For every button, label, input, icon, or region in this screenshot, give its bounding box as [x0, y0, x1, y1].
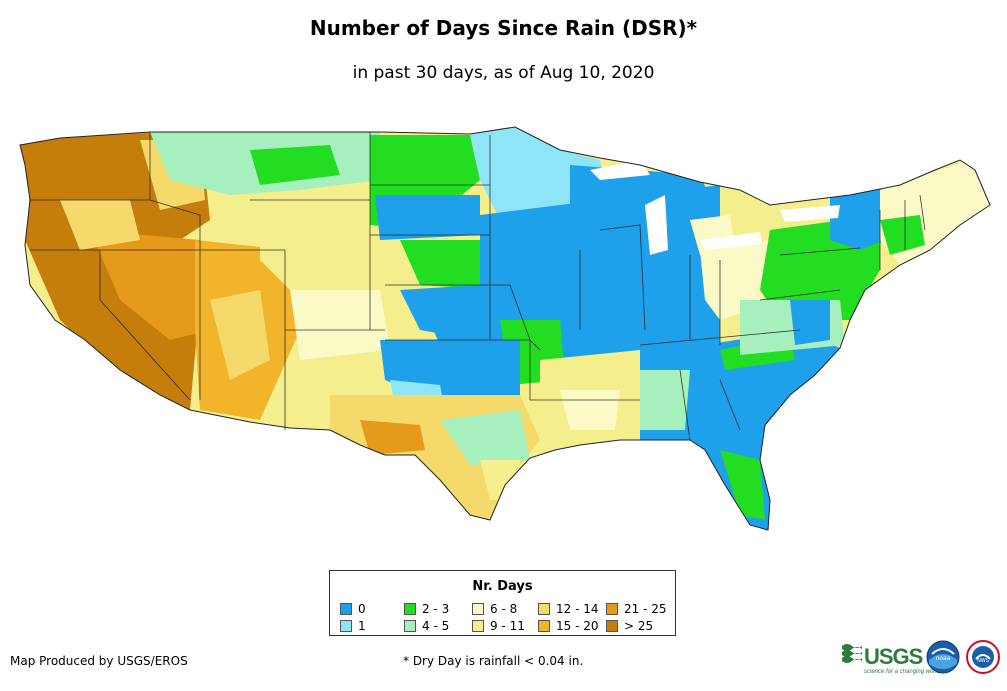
svg-text:noaa: noaa	[936, 655, 951, 662]
legend-label: 9 - 11	[490, 619, 525, 633]
legend-label: 0	[358, 602, 366, 616]
agency-logos: USGS science for a changing world noaa N…	[842, 636, 1002, 680]
legend-swatch	[404, 619, 416, 632]
legend-item-8: 21 - 25	[606, 602, 667, 616]
legend-swatch	[606, 619, 618, 632]
legend-swatch	[606, 602, 618, 615]
legend-swatch	[404, 602, 416, 615]
legend-label: 1	[358, 619, 366, 633]
nws-logo: NWS	[966, 640, 1000, 674]
legend-swatch	[340, 602, 352, 615]
usgs-logo: USGS science for a changing world	[842, 642, 940, 675]
legend-item-3: 4 - 5	[404, 619, 449, 633]
map-credit: Map Produced by USGS/EROS	[10, 654, 188, 668]
legend-swatch	[472, 619, 484, 632]
legend: Nr. Days 0 1 2 - 3 4 - 5 6 - 8 9 - 11 12…	[329, 570, 676, 636]
svg-text:NWS: NWS	[977, 658, 989, 664]
legend-item-1: 1	[340, 619, 366, 633]
us-dsr-map	[19, 126, 991, 531]
legend-label: 2 - 3	[422, 602, 450, 616]
legend-swatch	[340, 619, 352, 632]
legend-item-4: 6 - 8	[472, 602, 517, 616]
map-subtitle: in past 30 days, as of Aug 10, 2020	[352, 63, 655, 83]
legend-label: 15 - 20	[556, 619, 599, 633]
legend-swatch	[538, 602, 550, 615]
legend-label: > 25	[624, 619, 654, 633]
legend-label: 4 - 5	[422, 619, 450, 633]
legend-label: 6 - 8	[490, 602, 518, 616]
legend-item-5: 9 - 11	[472, 619, 525, 633]
legend-item-2: 2 - 3	[404, 602, 449, 616]
legend-item-9: > 25	[606, 619, 653, 633]
legend-swatch	[472, 602, 484, 615]
legend-item-0: 0	[340, 602, 366, 616]
usgs-wave-icon	[842, 644, 862, 663]
legend-item-7: 15 - 20	[538, 619, 599, 633]
noaa-logo: noaa	[926, 640, 960, 674]
legend-swatch	[538, 619, 550, 632]
dry-day-footnote: * Dry Day is rainfall < 0.04 in.	[403, 654, 584, 668]
map-title: Number of Days Since Rain (DSR)*	[309, 16, 698, 40]
legend-label: 21 - 25	[624, 602, 667, 616]
legend-label: 12 - 14	[556, 602, 599, 616]
legend-title: Nr. Days	[472, 579, 533, 594]
legend-item-6: 12 - 14	[538, 602, 599, 616]
